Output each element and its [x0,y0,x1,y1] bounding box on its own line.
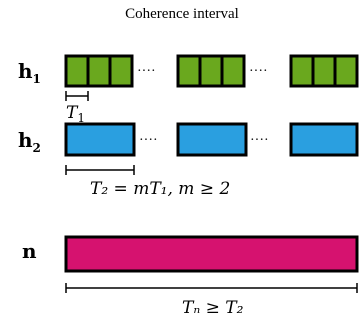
n-block [64,235,359,273]
h1-subscript: 1 [33,72,41,86]
t1-label: T1 [66,103,85,125]
h1-ellipsis-1: ···· [137,64,156,79]
h2-ellipsis-1: ···· [139,133,158,148]
h1-ellipsis-2: ···· [249,64,268,79]
h1-block-group-1 [64,54,134,88]
h1-label: h [18,59,33,83]
h2-block [64,122,136,157]
tn-bracket [65,283,358,293]
svg-text:h1: h1 [18,59,41,86]
t2-label: T₂ = mT₁, m ≥ 2 [90,179,230,199]
t1-bracket [65,91,89,101]
h2-block [176,122,248,157]
tn-label: Tₙ ≥ T₂ [182,298,244,318]
h1-block [289,54,359,88]
h1-block-group-3 [289,54,359,88]
h1-block [64,54,134,88]
h2-ellipsis-2: ···· [250,133,269,148]
diagram-title: Coherence interval [125,6,239,22]
h2-label: h [18,128,33,152]
h1-block [176,54,246,88]
svg-text:h2: h2 [18,128,41,155]
h2-subscript: 2 [33,141,41,155]
row-label-h2: h2 [18,128,41,155]
t2-bracket [65,165,135,175]
n-label: n [22,239,37,263]
h2-block [289,122,359,157]
row-label-h1: h1 [18,59,41,86]
h1-block-group-2 [176,54,246,88]
